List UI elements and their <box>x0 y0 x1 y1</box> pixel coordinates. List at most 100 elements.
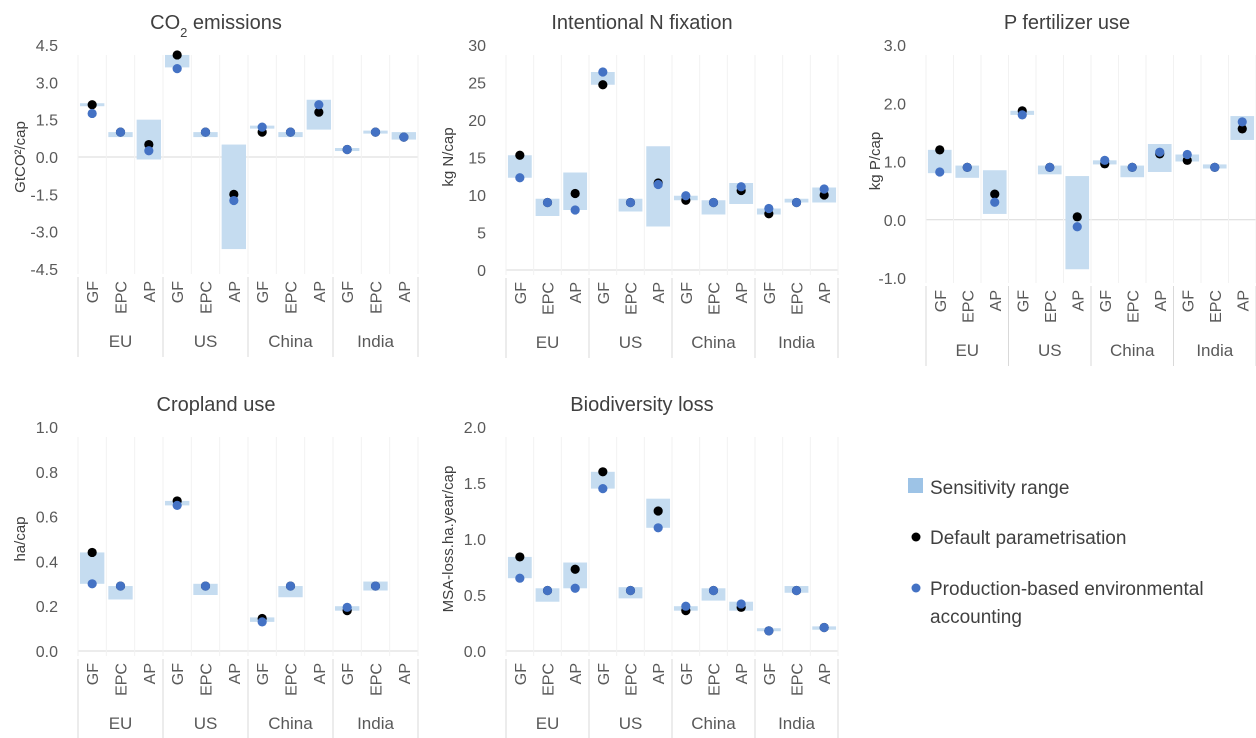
group-label: China <box>691 714 736 733</box>
legend-range-swatch <box>908 478 923 493</box>
sensitivity-range-bar <box>108 586 133 600</box>
category-label: EPC <box>960 290 977 323</box>
group-label: EU <box>109 332 133 351</box>
category-label: GF <box>679 282 696 304</box>
production-marker <box>370 127 381 137</box>
production-marker <box>285 127 296 137</box>
y-axis-title: kg N/cap <box>440 127 457 186</box>
production-marker <box>708 585 719 596</box>
production-marker <box>570 205 580 215</box>
production-marker <box>653 179 663 190</box>
production-marker <box>625 197 636 208</box>
group-label: US <box>619 333 643 352</box>
category-label: EPC <box>624 663 641 696</box>
group-label: China <box>691 333 736 352</box>
y-tick-label: 10 <box>468 188 486 205</box>
production-marker <box>962 162 972 172</box>
category-label: EPC <box>624 282 641 315</box>
production-marker <box>708 197 719 208</box>
category-label: AP <box>651 663 668 684</box>
category-label: EPC <box>284 663 301 696</box>
production-marker <box>791 585 802 596</box>
category-label: EPC <box>541 663 558 696</box>
production-marker <box>791 197 802 208</box>
category-label: EPC <box>199 663 216 696</box>
production-marker <box>115 581 126 591</box>
sensitivity-range-bar <box>927 149 952 174</box>
category-label: EPC <box>707 663 724 696</box>
production-marker <box>314 100 324 110</box>
category-label: AP <box>568 282 585 303</box>
category-label: AP <box>734 282 751 303</box>
production-marker <box>1182 149 1192 160</box>
production-marker <box>764 203 774 214</box>
sensitivity-range-bar <box>164 54 190 68</box>
category-label: GF <box>255 663 272 685</box>
default-marker <box>515 150 525 160</box>
sensitivity-range-bar <box>590 471 615 489</box>
production-marker <box>342 602 352 612</box>
production-marker <box>172 64 182 74</box>
category-label: AP <box>142 281 159 302</box>
production-marker <box>87 579 97 589</box>
production-marker <box>653 523 663 533</box>
category-label: AP <box>568 663 585 684</box>
chart-title: Intentional N fixation <box>551 12 732 34</box>
category-label: AP <box>1235 290 1252 311</box>
production-marker <box>736 599 746 609</box>
category-label: EPC <box>114 281 131 314</box>
chart-panel-5: Biodiversity loss MSA-loss.ha.year/cap 2.0… <box>440 394 839 738</box>
production-marker <box>285 581 296 591</box>
production-marker <box>570 583 580 593</box>
production-marker <box>1072 222 1082 232</box>
chart-title: Cropland use <box>157 394 276 416</box>
category-label: GF <box>340 281 357 303</box>
production-marker <box>681 601 691 611</box>
category-label: GF <box>255 281 272 303</box>
sensitivity-range-bar <box>507 155 532 178</box>
group-label: US <box>619 714 643 733</box>
legend-production-label-line2: accounting <box>930 607 1022 628</box>
production-marker <box>515 573 525 583</box>
category-label: GF <box>596 282 613 304</box>
production-marker <box>1017 110 1027 120</box>
legend-default-marker <box>911 532 921 542</box>
category-label: GF <box>596 663 613 685</box>
default-marker <box>653 506 663 516</box>
group-label: India <box>778 333 815 352</box>
category-label: GF <box>1180 290 1197 312</box>
group-label: China <box>1110 341 1155 360</box>
production-marker <box>257 122 267 132</box>
y-axis-title: GtCO²/cap <box>12 121 29 193</box>
y-tick-label: 1.0 <box>884 155 906 172</box>
y-tick-label: 0.6 <box>36 510 58 527</box>
chart-title: CO2 emissions <box>150 12 282 40</box>
group-label: India <box>357 332 394 351</box>
category-label: GF <box>340 663 357 685</box>
production-marker <box>399 132 409 142</box>
category-label: EPC <box>790 663 807 696</box>
chart-panel-4: Cropland use ha/cap 1.0 0.8 0.6 0.4 0.2 0.0 GF EP… <box>12 394 419 738</box>
production-marker <box>542 585 553 596</box>
default-marker <box>1237 124 1247 134</box>
default-marker <box>598 80 608 90</box>
y-axis-title: ha/cap <box>12 516 29 561</box>
group-label: China <box>268 332 313 351</box>
group-label: US <box>1038 341 1062 360</box>
category-label: AP <box>397 281 414 302</box>
sensitivity-range-bar <box>79 552 105 584</box>
y-tick-label: -3.0 <box>30 225 58 242</box>
category-label: GF <box>679 663 696 685</box>
production-marker <box>115 127 126 137</box>
production-marker <box>144 146 154 156</box>
sensitivity-range-bar <box>701 200 726 215</box>
default-marker <box>990 189 1000 199</box>
chart-panel-2: Intentional N fixation kg N/cap 30 25 20 15 10… <box>440 12 839 358</box>
chart-panel-3: P fertilizer use kg P/cap 3.0 2.0 1.0 0.0 -1.0… <box>867 12 1256 366</box>
category-label: EPC <box>541 282 558 315</box>
y-tick-label: 0 <box>477 263 486 280</box>
category-label: EPC <box>284 281 301 314</box>
category-label: AP <box>142 663 159 684</box>
category-label: GF <box>170 281 187 303</box>
